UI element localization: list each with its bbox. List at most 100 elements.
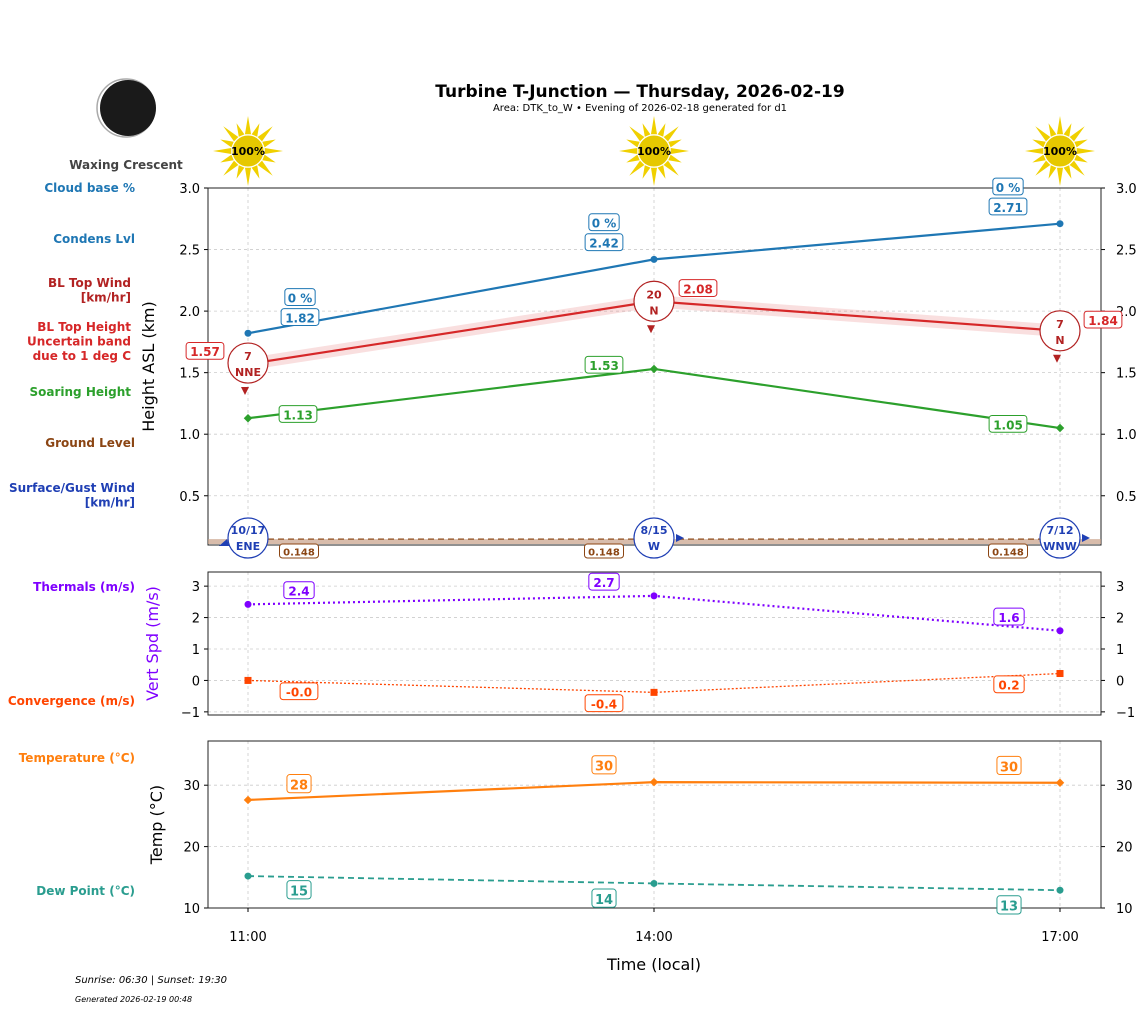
temperature-point [1055, 778, 1065, 787]
wind-arrow-icon [1053, 354, 1061, 363]
y-tick-label-right: 2.5 [1116, 244, 1137, 259]
sun-ray [642, 165, 651, 179]
surface-wind-circle [633, 517, 675, 559]
bl-wind-circle [1039, 310, 1081, 352]
sun-ray [223, 160, 239, 176]
y-tick-label: 0.5 [179, 490, 200, 505]
bl-wind-circle [633, 280, 675, 322]
convergence-label-box [584, 694, 624, 713]
convergence-label: 0.2 [998, 679, 1019, 693]
soaring-label-box [584, 355, 624, 374]
wind-arrow-icon [219, 539, 229, 546]
surface-wind-dir: W [648, 540, 660, 553]
sun-ray [619, 147, 638, 155]
thermals-point [650, 592, 658, 600]
sun-ray [657, 165, 666, 179]
y-axis-label: Height ASL (km) [139, 301, 158, 431]
wind-arrow-icon [676, 534, 684, 542]
soaring-label-box [988, 414, 1028, 433]
surface-wind-dir: WNW [1043, 540, 1076, 553]
sun-ray [257, 160, 273, 176]
y-tick-label: 2.0 [179, 305, 200, 320]
condens-label: 1.82 [285, 311, 315, 325]
thermals-label-box [588, 572, 620, 591]
sun-ray [1032, 154, 1046, 163]
chart-subtitle: Area: DTK_to_W • Evening of 2026-02-18 g… [492, 103, 788, 114]
y-tick-label-right: 10 [1116, 902, 1133, 917]
ground-level-label-box [584, 543, 624, 559]
cloud-base-label: 0 % [288, 291, 313, 305]
temperature-label-box [286, 774, 312, 794]
y-tick-label-right: 20 [1116, 841, 1133, 856]
xaxis-label: Time (local) [606, 955, 701, 974]
soaring-label: 1.05 [993, 418, 1023, 432]
temperature-label: 30 [595, 760, 613, 775]
surface-wind-speed: 8/15 [641, 524, 668, 537]
bl-wind-speed: 20 [646, 288, 662, 301]
convergence-point [1056, 670, 1064, 678]
sun-ray [262, 154, 276, 163]
bl-wind-circle [227, 342, 269, 384]
x-tick-label: 11:00 [229, 930, 266, 945]
surface-wind-speed: 10/17 [231, 524, 266, 537]
y-tick-label-right: 3.0 [1116, 182, 1137, 197]
sun-ray [220, 139, 234, 148]
x-tick-label: 14:00 [635, 930, 672, 945]
temperature-label: 30 [1000, 760, 1018, 775]
side-label: [km/hr] [81, 291, 131, 305]
thermals-label: 2.7 [593, 576, 614, 590]
chart-title: Turbine T-Junction — Thursday, 2026-02-1… [435, 82, 845, 102]
sun-ray [1074, 139, 1088, 148]
side-label: due to 1 deg C [33, 349, 132, 363]
sun-ray [1063, 123, 1072, 137]
sun-ray [1056, 167, 1064, 186]
side-label: Temperature (°C) [19, 751, 135, 765]
dewpoint-line [247, 875, 1061, 892]
cloud-base-label-box [992, 177, 1024, 196]
side-label: Thermals (m/s) [33, 580, 135, 594]
y-tick-label: 1.0 [179, 428, 200, 443]
condens-point [244, 329, 252, 337]
soaring-label: 1.13 [283, 408, 313, 422]
side-label: BL Top Wind [48, 276, 131, 290]
thermals-line [247, 594, 1061, 632]
sun-ray [1063, 165, 1072, 179]
bl-wind-barb [227, 342, 269, 396]
side-label: BL Top Height [37, 320, 131, 334]
sun-ray [670, 147, 689, 155]
condens-point [650, 255, 658, 263]
condens-label: 2.42 [589, 237, 619, 251]
y-tick-label: 1 [192, 643, 200, 658]
y-tick-label-right: 0.5 [1116, 490, 1137, 505]
sun-ray [223, 126, 239, 142]
sun-cover-label: 100% [637, 145, 671, 158]
sun-ray [1048, 123, 1057, 137]
temperature-label-box [591, 755, 617, 775]
bl-wind-barb [633, 280, 675, 334]
sun-ray [1069, 126, 1085, 142]
sun-ray [626, 154, 640, 163]
sun-ray [642, 123, 651, 137]
dewpoint-label: 15 [290, 885, 308, 900]
sun-ray [244, 167, 252, 186]
sun-ray [1048, 165, 1057, 179]
generated-time: Generated 2026-02-19 00:48 [75, 995, 193, 1004]
sun-ray [1035, 126, 1051, 142]
y-tick-label: 30 [183, 779, 200, 794]
dewpoint-point [650, 879, 658, 887]
surface-wind-dir: ENE [236, 540, 260, 553]
sun-ray [1032, 139, 1046, 148]
side-label: Surface/Gust Wind [9, 481, 135, 495]
y-tick-label-right: −1 [1116, 706, 1135, 721]
cloud-base-label-box [284, 288, 316, 306]
y-axis-label: Vert Spd (m/s) [143, 586, 162, 701]
dewpoint-point [244, 872, 252, 880]
sun-ray [251, 123, 260, 137]
convergence-line [247, 672, 1061, 694]
side-label: Ground Level [45, 436, 135, 450]
cloud-base-label: 0 % [592, 217, 617, 231]
bl-wind-barb [1039, 310, 1081, 363]
sun-icon [1025, 116, 1095, 186]
sun-ray [236, 165, 245, 179]
